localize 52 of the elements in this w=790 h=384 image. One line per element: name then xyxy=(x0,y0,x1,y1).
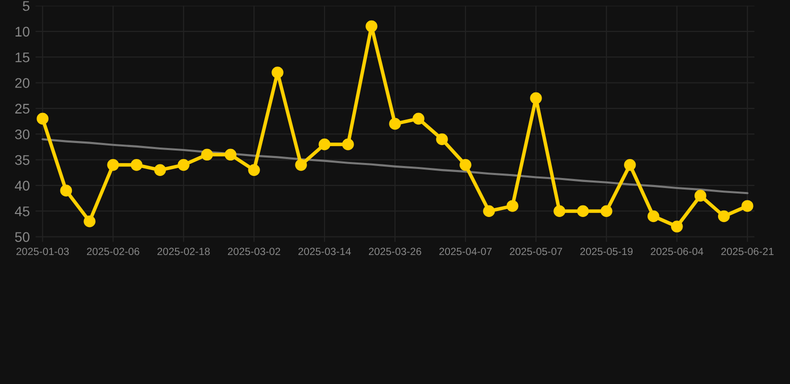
point xyxy=(342,138,354,150)
point xyxy=(600,205,612,218)
point xyxy=(718,210,730,222)
point xyxy=(436,133,448,146)
point xyxy=(554,205,566,218)
point xyxy=(318,138,330,150)
point xyxy=(272,66,284,78)
x-tick-label: 2025-06-04 xyxy=(650,248,704,256)
y-tick-label: 25 xyxy=(15,104,30,114)
point xyxy=(224,148,236,161)
x-tick-label: 2025-02-06 xyxy=(86,248,140,256)
point xyxy=(84,215,96,228)
point xyxy=(201,148,213,161)
y-tick-label: 35 xyxy=(15,155,30,165)
x-tick-label: 2025-05-07 xyxy=(510,248,562,256)
point xyxy=(530,92,542,104)
point xyxy=(248,164,260,176)
y-tick-label: 40 xyxy=(14,180,30,191)
x-tick-label: 2025-02-18 xyxy=(157,248,210,256)
point xyxy=(506,200,518,212)
y-tick-label: 15 xyxy=(16,52,30,62)
y-tick-label: 45 xyxy=(14,206,30,216)
x-tick-label: 2025-05-19 xyxy=(580,248,633,256)
point xyxy=(60,184,72,196)
x-tick-label: 2025-06-21 xyxy=(721,248,774,256)
point xyxy=(412,112,424,125)
x-tick-label: 2025-03-26 xyxy=(368,248,422,256)
point xyxy=(107,159,119,171)
point xyxy=(154,164,166,176)
point xyxy=(366,20,378,32)
point xyxy=(742,200,754,212)
y-tick-label: 30 xyxy=(15,129,30,140)
point xyxy=(295,159,307,171)
point xyxy=(671,220,683,232)
x-tick-label: 2025-03-02 xyxy=(228,248,280,256)
point xyxy=(694,190,706,202)
point xyxy=(577,205,589,218)
y-tick-label: 5 xyxy=(22,1,30,11)
y-tick-label: 20 xyxy=(15,78,30,88)
point xyxy=(389,118,401,130)
y-tick-label: 50 xyxy=(15,232,30,242)
point xyxy=(36,112,48,125)
point xyxy=(130,159,142,171)
point xyxy=(178,159,190,171)
point xyxy=(624,159,636,171)
x-tick-label: 2025-03-14 xyxy=(298,248,351,256)
point xyxy=(460,159,472,171)
point xyxy=(483,205,495,218)
x-tick-label: 2025-04-07 xyxy=(439,248,492,256)
y-tick-label: 10 xyxy=(16,26,30,37)
point xyxy=(648,210,660,222)
x-tick-label: 2025-01-03 xyxy=(16,248,69,256)
